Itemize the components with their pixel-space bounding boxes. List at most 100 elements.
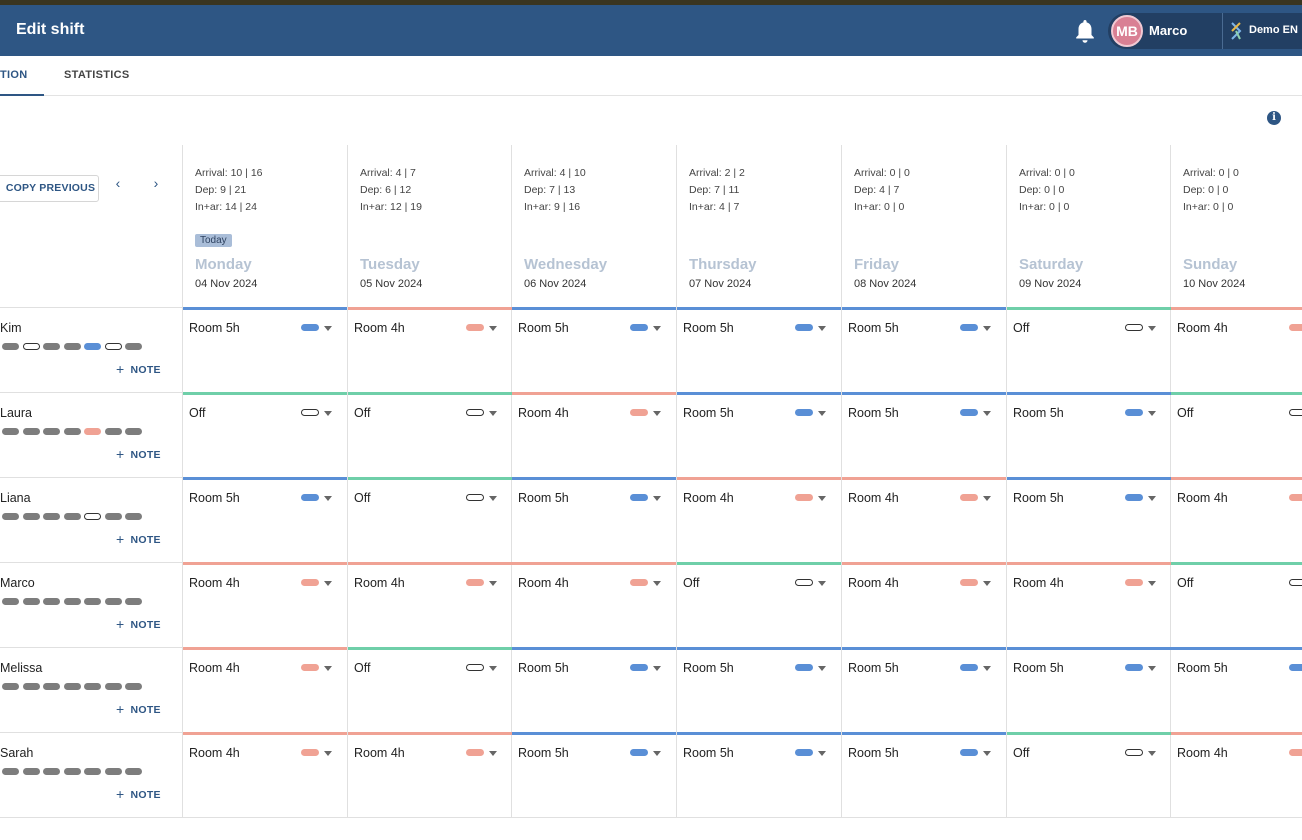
caret-down-icon[interactable] [324, 326, 332, 331]
caret-down-icon[interactable] [653, 411, 661, 416]
bell-icon[interactable] [1073, 18, 1097, 44]
shift-cell[interactable]: Off [1171, 392, 1302, 476]
add-note-button[interactable]: + NOTE [116, 786, 161, 802]
shift-cell[interactable]: Room 5h [842, 307, 1006, 391]
caret-down-icon[interactable] [983, 326, 991, 331]
caret-down-icon[interactable] [489, 326, 497, 331]
shift-cell[interactable]: Room 5h [842, 647, 1006, 731]
add-note-button[interactable]: + NOTE [116, 361, 161, 377]
caret-down-icon[interactable] [818, 496, 826, 501]
shift-cell[interactable]: Room 5h [512, 732, 676, 816]
shift-type-chip [1125, 324, 1143, 331]
shift-cell[interactable]: Off [348, 647, 512, 731]
caret-down-icon[interactable] [653, 666, 661, 671]
shift-cell[interactable]: Room 5h [677, 647, 841, 731]
caret-down-icon[interactable] [818, 411, 826, 416]
shift-cell[interactable]: Room 4h [348, 562, 512, 646]
caret-down-icon[interactable] [818, 751, 826, 756]
shift-cell[interactable]: Room 4h [183, 647, 347, 731]
shift-cell[interactable]: Off [183, 392, 347, 476]
caret-down-icon[interactable] [818, 326, 826, 331]
caret-down-icon[interactable] [983, 751, 991, 756]
caret-down-icon[interactable] [1148, 751, 1156, 756]
shift-cell[interactable]: Room 4h [1171, 307, 1302, 391]
shift-cell[interactable]: Room 4h [1007, 562, 1171, 646]
shift-cell[interactable]: Room 5h [677, 307, 841, 391]
shift-cell[interactable]: Room 5h [1171, 647, 1302, 731]
caret-down-icon[interactable] [324, 581, 332, 586]
caret-down-icon[interactable] [324, 751, 332, 756]
caret-down-icon[interactable] [653, 496, 661, 501]
shift-cell[interactable]: Room 4h [512, 392, 676, 476]
shift-label: Room 5h [848, 406, 899, 420]
caret-down-icon[interactable] [324, 496, 332, 501]
user-menu[interactable]: MB Marco [1108, 13, 1222, 49]
caret-down-icon[interactable] [653, 326, 661, 331]
caret-down-icon[interactable] [489, 751, 497, 756]
shift-label: Room 5h [1013, 661, 1064, 675]
caret-down-icon[interactable] [1148, 666, 1156, 671]
caret-down-icon[interactable] [1148, 581, 1156, 586]
caret-down-icon[interactable] [489, 411, 497, 416]
shift-cell[interactable]: Room 4h [842, 562, 1006, 646]
caret-down-icon[interactable] [983, 581, 991, 586]
shift-cell[interactable]: Room 4h [348, 307, 512, 391]
caret-down-icon[interactable] [1148, 411, 1156, 416]
caret-down-icon[interactable] [818, 581, 826, 586]
shift-cell[interactable]: Room 4h [1171, 477, 1302, 561]
caret-down-icon[interactable] [324, 666, 332, 671]
add-note-button[interactable]: + NOTE [116, 531, 161, 547]
caret-down-icon[interactable] [1148, 496, 1156, 501]
shift-type-chip [1289, 579, 1302, 586]
shift-cell[interactable]: Room 5h [842, 392, 1006, 476]
add-note-button[interactable]: + NOTE [116, 701, 161, 717]
shift-cell[interactable]: Room 5h [1007, 392, 1171, 476]
caret-down-icon[interactable] [1148, 326, 1156, 331]
shift-cell[interactable]: Room 4h [512, 562, 676, 646]
shift-cell[interactable]: Room 4h [183, 562, 347, 646]
caret-down-icon[interactable] [983, 496, 991, 501]
caret-down-icon[interactable] [653, 581, 661, 586]
shift-cell[interactable]: Off [348, 392, 512, 476]
shift-cell[interactable]: Room 5h [512, 307, 676, 391]
shift-color-bar [1171, 307, 1302, 310]
shift-cell[interactable]: Room 5h [1007, 477, 1171, 561]
shift-cell[interactable]: Off [677, 562, 841, 646]
shift-cell[interactable]: Room 5h [1007, 647, 1171, 731]
shift-cell[interactable]: Room 5h [183, 307, 347, 391]
shift-cell[interactable]: Room 5h [842, 732, 1006, 816]
caret-down-icon[interactable] [489, 496, 497, 501]
shift-cell[interactable]: Room 5h [677, 732, 841, 816]
shift-cell[interactable]: Off [1171, 562, 1302, 646]
shift-cell[interactable]: Room 4h [842, 477, 1006, 561]
caret-down-icon[interactable] [489, 666, 497, 671]
tab-allocation[interactable]: TION [0, 69, 28, 81]
shift-cell[interactable]: Room 4h [348, 732, 512, 816]
add-note-button[interactable]: + NOTE [116, 446, 161, 462]
caret-down-icon[interactable] [818, 666, 826, 671]
shift-cell[interactable]: Room 5h [512, 647, 676, 731]
shift-cell[interactable]: Room 5h [183, 477, 347, 561]
tenant-switcher[interactable]: Demo EN [1223, 13, 1302, 49]
shift-cell[interactable]: Room 5h [512, 477, 676, 561]
add-note-button[interactable]: + NOTE [116, 616, 161, 632]
tab-statistics[interactable]: STATISTICS [64, 69, 130, 81]
shift-label: Room 5h [848, 661, 899, 675]
chevron-left-icon[interactable]: ‹ [115, 175, 121, 191]
shift-cell[interactable]: Room 5h [677, 392, 841, 476]
caret-down-icon[interactable] [324, 411, 332, 416]
copy-previous-button[interactable]: COPY PREVIOUS [0, 175, 99, 202]
shift-cell[interactable]: Off [1007, 307, 1171, 391]
shift-cell[interactable]: Off [348, 477, 512, 561]
chevron-right-icon[interactable]: › [153, 175, 159, 191]
shift-cell[interactable]: Room 4h [183, 732, 347, 816]
info-icon[interactable]: i [1267, 111, 1281, 125]
caret-down-icon[interactable] [983, 666, 991, 671]
shift-cell[interactable]: Room 4h [1171, 732, 1302, 816]
shift-color-bar [512, 477, 676, 480]
caret-down-icon[interactable] [489, 581, 497, 586]
caret-down-icon[interactable] [983, 411, 991, 416]
caret-down-icon[interactable] [653, 751, 661, 756]
shift-cell[interactable]: Off [1007, 732, 1171, 816]
shift-cell[interactable]: Room 4h [677, 477, 841, 561]
